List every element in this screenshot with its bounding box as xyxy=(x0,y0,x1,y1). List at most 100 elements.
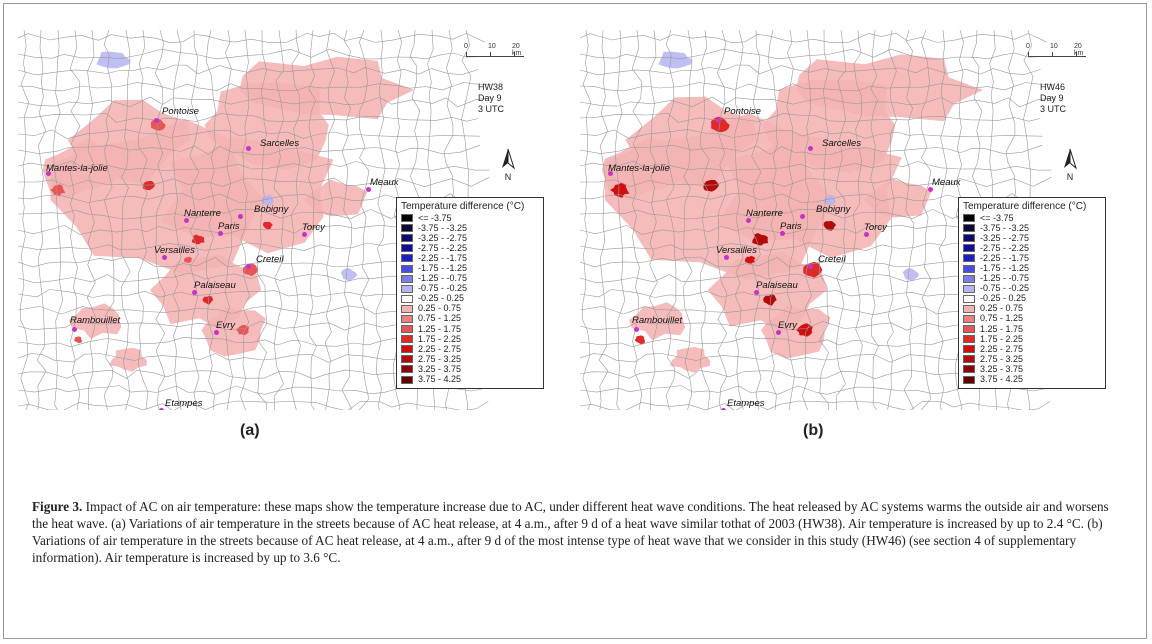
city-marker xyxy=(716,118,721,123)
city-marker xyxy=(162,255,167,260)
legend-swatch xyxy=(401,234,413,243)
legend-swatch xyxy=(963,244,975,253)
legend-item: -1.25 - -0.75 xyxy=(401,274,539,284)
legend-item: -0.25 - 0.25 xyxy=(963,294,1101,304)
legend-item: 0.75 - 1.25 xyxy=(401,314,539,324)
scale-label: 10 xyxy=(1050,43,1058,50)
legend-swatch xyxy=(963,335,975,344)
hot-spot xyxy=(752,233,769,246)
city-label: Torcy xyxy=(302,222,325,233)
city-marker xyxy=(366,187,371,192)
hot-spot xyxy=(610,182,630,198)
legend-swatch xyxy=(963,345,975,354)
legend-swatch xyxy=(963,234,975,243)
legend-item: 3.75 - 4.25 xyxy=(963,375,1101,385)
city-label: Creteil xyxy=(256,254,284,265)
heatwave-info-line: HW46 xyxy=(1040,82,1066,92)
cooling-zone xyxy=(96,51,131,69)
legend-item: 1.75 - 2.25 xyxy=(963,334,1101,344)
legend-label: -1.25 - -0.75 xyxy=(980,273,1030,284)
legend-item: -2.75 - -2.25 xyxy=(401,243,539,253)
legend-label: -2.75 - -2.25 xyxy=(980,242,1030,253)
north-label: N xyxy=(1066,172,1074,182)
city-marker xyxy=(154,118,159,123)
warming-zone xyxy=(864,178,932,218)
scale-label: 0 xyxy=(464,43,468,50)
legend-item: -3.25 - -2.75 xyxy=(963,233,1101,243)
legend-item: 2.75 - 3.25 xyxy=(401,354,539,364)
city-label: Rambouillet xyxy=(70,315,121,326)
city-marker xyxy=(218,231,223,236)
hot-spot xyxy=(73,336,83,344)
legend-swatch xyxy=(963,355,975,364)
city-label: Creteil xyxy=(818,254,846,265)
legend: Temperature difference (°C) <= -3.75 -3.75… xyxy=(958,197,1106,389)
city-label: Versailles xyxy=(716,245,757,256)
warming-zone xyxy=(304,179,368,217)
legend-swatch xyxy=(401,365,413,374)
legend-label: <= -3.75 xyxy=(418,212,452,223)
city-marker xyxy=(72,327,77,332)
city-marker xyxy=(46,171,51,176)
warming-zone xyxy=(109,347,147,372)
panel-label-b: (b) xyxy=(803,422,824,439)
city-label: Bobigny xyxy=(816,204,851,215)
city-label: Mantes-la-jolie xyxy=(46,163,108,174)
legend-label: -2.25 - -1.75 xyxy=(418,252,468,263)
city-label: Evry xyxy=(216,320,235,331)
legend-item: -2.75 - -2.25 xyxy=(963,243,1101,253)
heatwave-info-line: HW38 xyxy=(478,82,504,92)
heatwave-info-line: Day 9 xyxy=(1040,93,1064,103)
warming-zone xyxy=(629,302,686,341)
warming-zone xyxy=(761,304,831,359)
legend-item: <= -3.75 xyxy=(401,213,539,223)
legend-item: 3.75 - 4.25 xyxy=(401,375,539,385)
warming-zone xyxy=(201,306,267,357)
legend-item: -2.25 - -1.75 xyxy=(963,253,1101,263)
legend-label: 1.25 - 1.75 xyxy=(980,323,1024,334)
legend-label: -0.75 - -0.25 xyxy=(418,283,468,294)
legend-label: -3.25 - -2.75 xyxy=(418,232,468,243)
hot-spot xyxy=(184,256,193,263)
legend-label: 0.25 - 0.75 xyxy=(980,303,1024,314)
city-label: Palaiseau xyxy=(194,280,236,291)
legend-item: -1.75 - -1.25 xyxy=(963,263,1101,273)
legend-label: -1.75 - -1.25 xyxy=(980,263,1030,274)
legend-swatch xyxy=(401,274,413,283)
legend-item: 0.25 - 0.75 xyxy=(963,304,1101,314)
legend-swatch xyxy=(401,345,413,354)
legend-swatch xyxy=(401,264,413,273)
legend-label: 2.25 - 2.75 xyxy=(980,343,1024,354)
city-label: Sarcelles xyxy=(260,138,300,149)
legend-swatch xyxy=(401,314,413,323)
legend-label: -3.75 - -3.25 xyxy=(980,222,1030,233)
legend-swatch xyxy=(963,314,975,323)
legend-label: -1.75 - -1.25 xyxy=(418,263,468,274)
city-label: Pontoise xyxy=(162,106,199,117)
legend-item: 1.25 - 1.75 xyxy=(963,324,1101,334)
city-marker xyxy=(302,232,307,237)
cooling-zone xyxy=(658,51,693,69)
city-marker xyxy=(754,290,759,295)
legend-item: -2.25 - -1.75 xyxy=(401,253,539,263)
legend-item: 2.75 - 3.25 xyxy=(963,354,1101,364)
legend-item: -0.75 - -0.25 xyxy=(401,284,539,294)
hot-spot xyxy=(763,294,777,306)
legend-item: -1.75 - -1.25 xyxy=(401,263,539,273)
legend-swatch xyxy=(963,325,975,334)
warming-zone xyxy=(42,138,122,199)
hot-spot xyxy=(711,116,730,133)
legend-item: 1.75 - 2.25 xyxy=(401,334,539,344)
city-marker xyxy=(780,231,785,236)
city-label: Mantes-la-jolie xyxy=(608,163,670,174)
legend-label: <= -3.75 xyxy=(980,212,1014,223)
city-label: Evry xyxy=(778,320,797,331)
legend-item: -0.25 - 0.25 xyxy=(401,294,539,304)
city-marker xyxy=(214,330,219,335)
legend-title: Temperature difference (°C) xyxy=(963,201,1087,212)
city-marker xyxy=(184,218,189,223)
legend-label: 3.75 - 4.25 xyxy=(980,374,1024,385)
legend-swatch xyxy=(963,274,975,283)
north-arrow-icon: N xyxy=(498,148,518,182)
